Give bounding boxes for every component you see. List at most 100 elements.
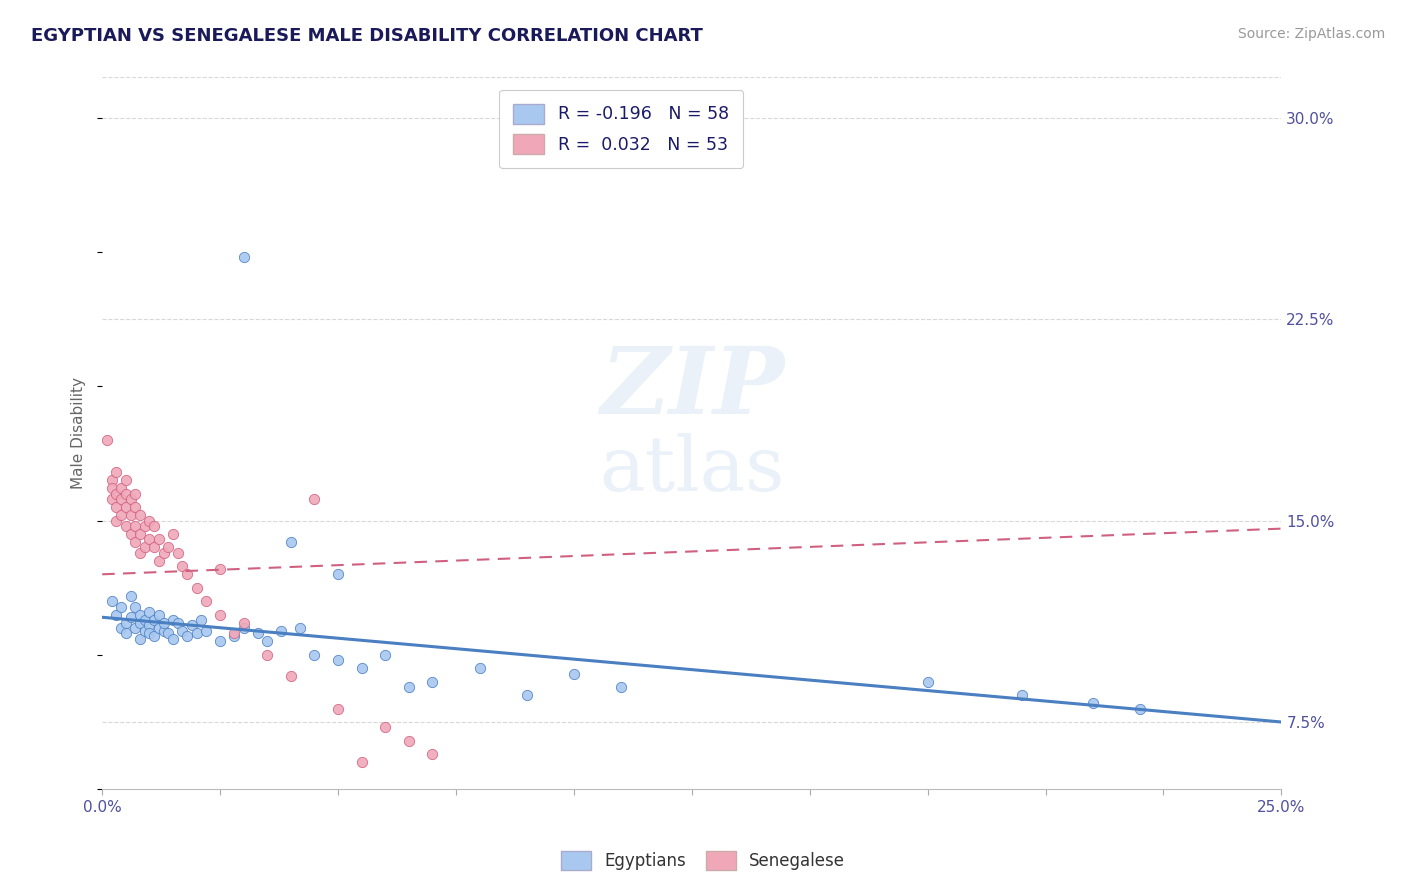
Point	[120, 508, 142, 523]
Point	[105, 486, 128, 500]
Point	[350, 756, 373, 770]
Point	[100, 481, 122, 495]
Point	[162, 613, 184, 627]
Point	[195, 624, 218, 638]
Point	[180, 618, 202, 632]
Point	[398, 733, 420, 747]
Point	[610, 680, 633, 694]
Point	[209, 607, 232, 622]
Point	[143, 519, 166, 533]
Point	[326, 701, 349, 715]
Point	[270, 624, 292, 638]
Point	[232, 615, 254, 630]
Point	[166, 546, 188, 560]
Point	[120, 610, 142, 624]
Point	[129, 508, 152, 523]
Point	[162, 527, 184, 541]
Point	[256, 634, 278, 648]
Point	[422, 747, 444, 762]
Point	[124, 599, 146, 614]
Point	[304, 648, 326, 662]
Point	[134, 624, 156, 638]
Point	[134, 541, 156, 555]
Legend: R = -0.196   N = 58, R =  0.032   N = 53: R = -0.196 N = 58, R = 0.032 N = 53	[499, 90, 744, 168]
Point	[124, 486, 146, 500]
Point	[152, 624, 174, 638]
Point	[114, 500, 136, 515]
Point	[280, 669, 302, 683]
Point	[186, 626, 208, 640]
Point	[256, 648, 278, 662]
Point	[120, 589, 142, 603]
Point	[468, 661, 491, 675]
Point	[124, 621, 146, 635]
Point	[120, 492, 142, 507]
Point	[516, 688, 538, 702]
Point	[148, 607, 170, 622]
Point	[114, 473, 136, 487]
Point	[1011, 688, 1033, 702]
Point	[114, 626, 136, 640]
Point	[224, 629, 246, 643]
Point	[105, 500, 128, 515]
Point	[138, 626, 160, 640]
Point	[398, 680, 420, 694]
Point	[96, 433, 118, 447]
Point	[374, 648, 396, 662]
Point	[138, 533, 160, 547]
Point	[129, 527, 152, 541]
Point	[280, 535, 302, 549]
Point	[152, 546, 174, 560]
Point	[148, 554, 170, 568]
Point	[148, 533, 170, 547]
Point	[176, 567, 198, 582]
Point	[374, 720, 396, 734]
Point	[290, 621, 312, 635]
Point	[209, 634, 232, 648]
Point	[105, 465, 128, 479]
Point	[110, 481, 132, 495]
Point	[1081, 696, 1104, 710]
Y-axis label: Male Disability: Male Disability	[72, 377, 86, 490]
Point	[129, 615, 152, 630]
Text: atlas: atlas	[599, 434, 785, 508]
Point	[124, 519, 146, 533]
Point	[224, 626, 246, 640]
Point	[110, 599, 132, 614]
Point	[157, 626, 180, 640]
Point	[100, 492, 122, 507]
Point	[129, 632, 152, 646]
Point	[114, 486, 136, 500]
Point	[166, 615, 188, 630]
Point	[304, 492, 326, 507]
Point	[209, 562, 232, 576]
Point	[152, 615, 174, 630]
Point	[134, 613, 156, 627]
Point	[195, 594, 218, 608]
Point	[148, 621, 170, 635]
Point	[120, 527, 142, 541]
Point	[124, 535, 146, 549]
Point	[134, 519, 156, 533]
Point	[100, 473, 122, 487]
Point	[110, 508, 132, 523]
Point	[124, 500, 146, 515]
Point	[232, 251, 254, 265]
Point	[110, 621, 132, 635]
Point	[246, 626, 269, 640]
Point	[562, 666, 585, 681]
Point	[917, 674, 939, 689]
Point	[176, 629, 198, 643]
Point	[138, 618, 160, 632]
Point	[186, 581, 208, 595]
Point	[143, 613, 166, 627]
Text: ZIP: ZIP	[600, 343, 785, 434]
Point	[143, 541, 166, 555]
Text: Source: ZipAtlas.com: Source: ZipAtlas.com	[1237, 27, 1385, 41]
Point	[1129, 701, 1152, 715]
Legend: Egyptians, Senegalese: Egyptians, Senegalese	[554, 844, 852, 877]
Point	[350, 661, 373, 675]
Point	[129, 546, 152, 560]
Point	[162, 632, 184, 646]
Point	[326, 567, 349, 582]
